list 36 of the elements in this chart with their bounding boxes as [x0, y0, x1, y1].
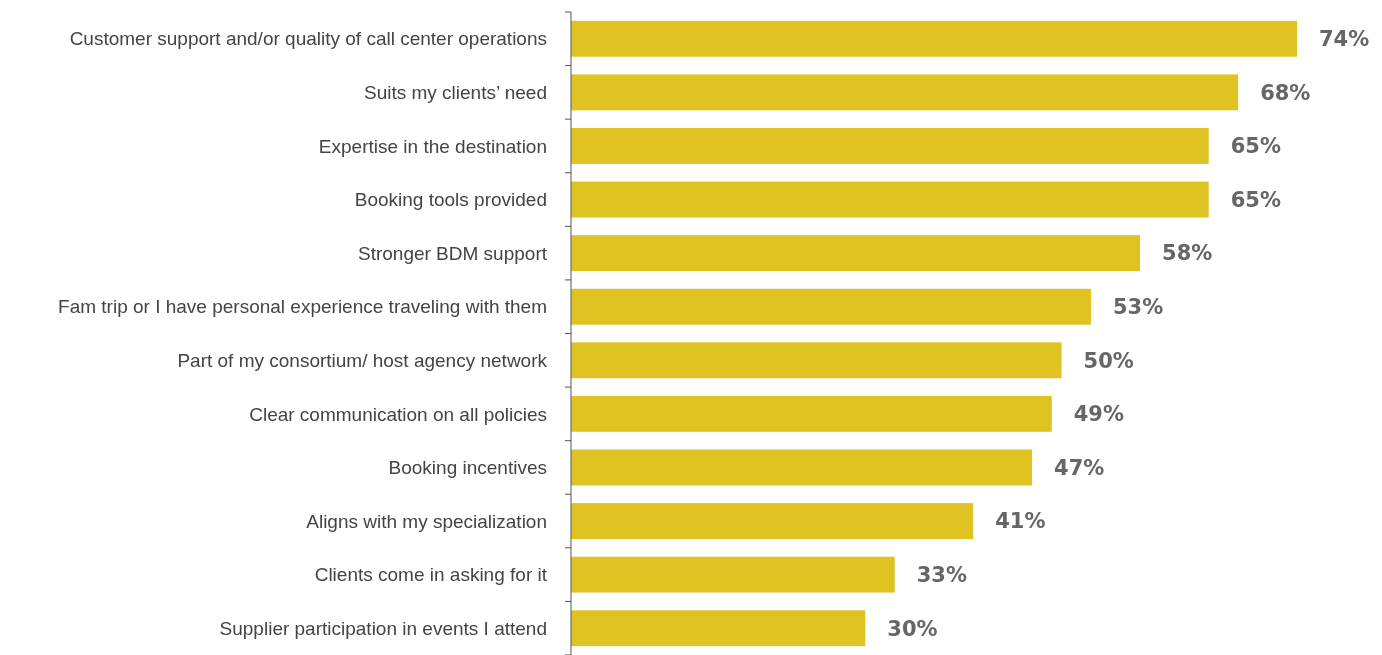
y-tick-label: Clear communication on all policies [249, 403, 547, 425]
bar [571, 181, 1209, 218]
y-tick-label: Aligns with my specialization [306, 510, 547, 532]
bar [571, 395, 1052, 432]
data-label: 50% [1083, 348, 1134, 373]
y-tick-label: Booking incentives [388, 457, 547, 479]
data-label: 47% [1054, 455, 1105, 480]
y-tick-label: Customer support and/or quality of call center operations [69, 28, 547, 50]
data-label: 33% [916, 562, 968, 587]
bar [571, 74, 1239, 111]
data-label: 65% [1230, 134, 1281, 159]
data-label: 49% [1073, 402, 1124, 427]
bar [571, 610, 866, 647]
bar [571, 20, 1297, 57]
y-tick-label: Suits my clients’ need [363, 82, 547, 104]
data-label: 41% [995, 509, 1046, 534]
bar [571, 449, 1033, 486]
y-tick-label: Supplier participation in events I attend [219, 617, 547, 639]
bar [571, 503, 974, 539]
y-tick-label: Clients come in asking for it [314, 564, 548, 586]
bar [571, 556, 895, 593]
y-tick-label: Expertise in the destination [318, 135, 547, 157]
y-tick-label: Fam trip or I have personal experience traveling with them [58, 296, 547, 318]
data-label: 65% [1230, 187, 1281, 212]
data-label: 53% [1112, 295, 1164, 320]
data-label: 68% [1260, 80, 1311, 105]
data-label: 74% [1319, 27, 1370, 52]
bar [571, 288, 1091, 325]
bar [571, 235, 1141, 272]
y-tick-label: Booking tools provided [354, 189, 547, 211]
y-tick-label: Part of my consortium/ host agency network [177, 349, 548, 371]
bar [571, 342, 1062, 379]
data-label: 58% [1162, 241, 1213, 266]
data-label: 30% [887, 616, 938, 641]
bar [571, 128, 1209, 164]
y-tick-label: Stronger BDM support [357, 242, 548, 264]
